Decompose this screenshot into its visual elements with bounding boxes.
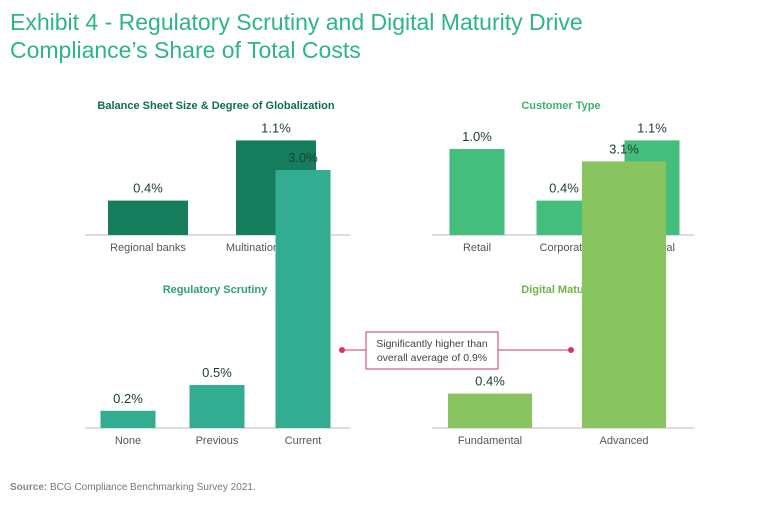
panel-title-regulatory-scrutiny: Regulatory Scrutiny bbox=[163, 284, 268, 296]
exhibit-title-line2: Compliance’s Share of Total Costs bbox=[10, 37, 361, 63]
category-label-fundamental: Fundamental bbox=[458, 435, 522, 447]
value-label-fundamental: 0.4% bbox=[475, 374, 505, 389]
source-text: BCG Compliance Benchmarking Survey 2021. bbox=[50, 482, 256, 493]
bar-retail bbox=[449, 149, 505, 235]
panel-title-digital-maturity: Digital Maturity bbox=[521, 284, 601, 296]
source-label: Source: bbox=[10, 482, 48, 493]
bar-previous bbox=[189, 385, 245, 428]
category-label-previous: Previous bbox=[196, 435, 239, 447]
value-label-regional-banks: 0.4% bbox=[133, 181, 163, 196]
value-label-retail: 1.0% bbox=[462, 129, 492, 144]
exhibit-title: Exhibit 4 - Regulatory Scrutiny and Digi… bbox=[10, 8, 710, 64]
annotation-dot-right bbox=[568, 347, 574, 353]
category-label-current: Current bbox=[285, 435, 322, 447]
value-label-multinational-players: 1.1% bbox=[261, 120, 291, 135]
value-label-none: 0.2% bbox=[113, 391, 143, 406]
bar-current bbox=[275, 170, 331, 428]
category-label-corporate: Corporate bbox=[540, 242, 589, 254]
panel-title-balance-sheet-size-degree-of-globalization: Balance Sheet Size & Degree of Globaliza… bbox=[97, 100, 334, 112]
value-label-current: 3.0% bbox=[288, 150, 318, 165]
value-label-previous: 0.5% bbox=[202, 365, 232, 380]
source-note: Source: BCG Compliance Benchmarking Surv… bbox=[10, 482, 256, 493]
annotation-box bbox=[365, 331, 499, 370]
annotation-dot-left bbox=[339, 347, 345, 353]
bar-fundamental bbox=[448, 393, 532, 428]
value-label-corporate: 0.4% bbox=[549, 181, 579, 196]
annotation-text-line2: overall average of 0.9% bbox=[377, 352, 487, 364]
bar-advanced bbox=[582, 161, 666, 428]
category-label-none: None bbox=[115, 435, 141, 447]
value-label-advanced: 3.1% bbox=[609, 141, 639, 156]
category-label-regional-banks: Regional banks bbox=[110, 242, 186, 254]
bar-regional-banks bbox=[108, 200, 188, 235]
exhibit-title-line1: Exhibit 4 - Regulatory Scrutiny and Digi… bbox=[10, 9, 583, 35]
bar-none bbox=[100, 410, 156, 428]
annotation-text-line1: Significantly higher than bbox=[376, 338, 488, 350]
category-label-retail: Retail bbox=[463, 242, 491, 254]
panel-title-customer-type: Customer Type bbox=[521, 100, 600, 112]
category-label-advanced: Advanced bbox=[600, 435, 649, 447]
value-label-universal: 1.1% bbox=[637, 120, 667, 135]
